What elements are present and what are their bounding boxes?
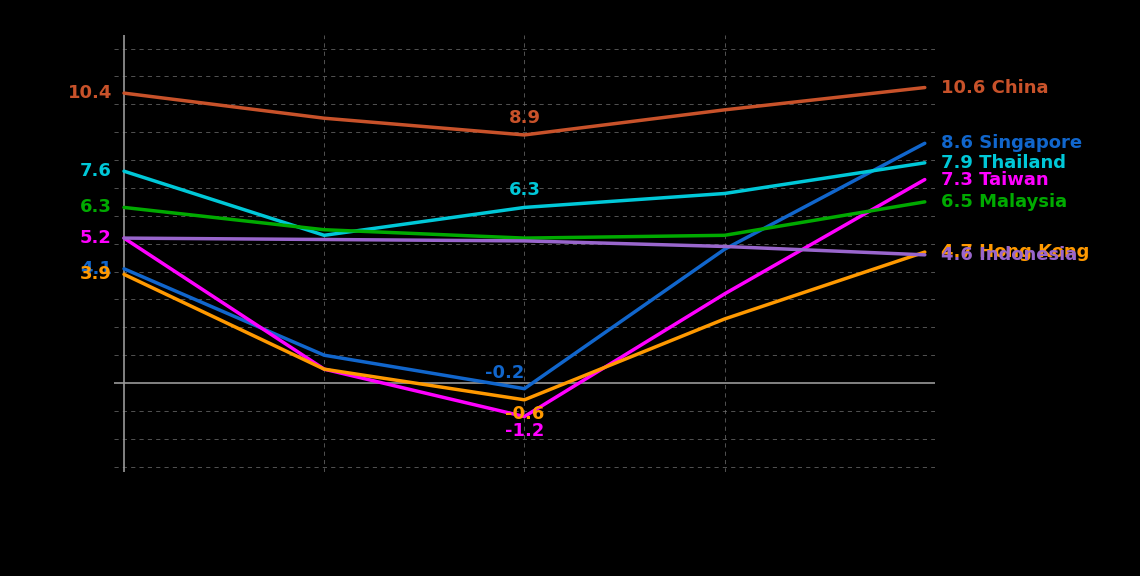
Text: 3.9: 3.9 (80, 266, 112, 283)
Text: 7.3 Taiwan: 7.3 Taiwan (940, 170, 1049, 188)
Text: -0.2: -0.2 (484, 363, 524, 382)
Text: 7.6: 7.6 (80, 162, 112, 180)
Text: 10.6 China: 10.6 China (940, 78, 1049, 97)
Text: 4.7 Hong Kong: 4.7 Hong Kong (940, 243, 1089, 261)
Text: 4.1: 4.1 (80, 260, 112, 278)
Text: 8.9: 8.9 (508, 109, 540, 127)
Text: 6.3: 6.3 (80, 199, 112, 217)
Text: 10.4: 10.4 (67, 84, 112, 102)
Text: 5.2: 5.2 (80, 229, 112, 247)
Text: 6.5 Malaysia: 6.5 Malaysia (940, 193, 1067, 211)
Text: -0.6: -0.6 (505, 406, 544, 423)
Text: 8.6 Singapore: 8.6 Singapore (940, 134, 1082, 152)
Text: 7.9 Thailand: 7.9 Thailand (940, 154, 1066, 172)
Text: 4.6 Indonesia: 4.6 Indonesia (940, 246, 1077, 264)
Text: -1.2: -1.2 (505, 422, 544, 440)
Text: 6.3: 6.3 (508, 181, 540, 199)
